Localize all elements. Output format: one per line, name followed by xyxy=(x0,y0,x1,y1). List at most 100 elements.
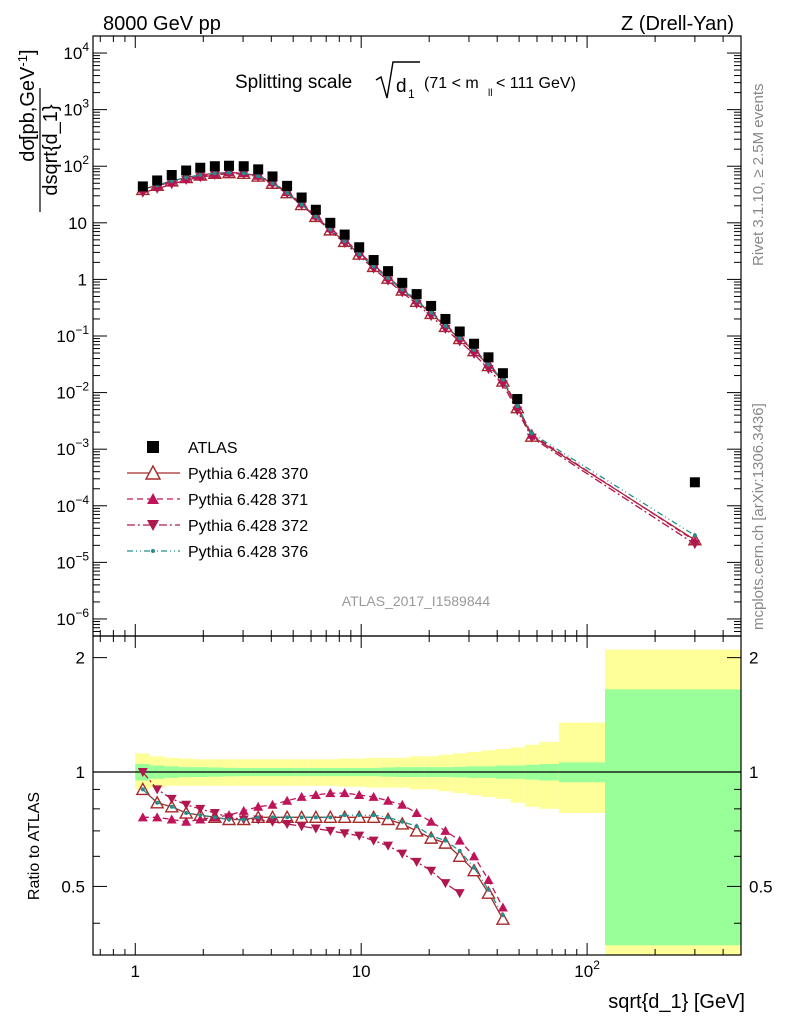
data-point xyxy=(152,175,163,186)
data-point xyxy=(483,874,494,884)
data-point xyxy=(256,815,261,820)
ratio-tick-label-right: 2 xyxy=(749,649,758,668)
legend-item: ATLAS xyxy=(147,440,238,457)
data-point xyxy=(368,791,379,801)
data-point xyxy=(152,785,163,795)
data-point xyxy=(195,804,206,814)
data-point xyxy=(209,161,220,172)
data-point xyxy=(368,836,379,846)
data-point xyxy=(692,533,697,538)
data-point xyxy=(469,350,480,360)
y-tick-label: 10−3 xyxy=(56,436,89,459)
data-point xyxy=(325,217,336,228)
y-tick-label: 10−2 xyxy=(56,380,89,403)
legend-label: Pythia 6.428 372 xyxy=(188,518,308,535)
data-point xyxy=(152,812,163,822)
data-point xyxy=(440,879,451,889)
data-point xyxy=(371,813,376,818)
data-point xyxy=(689,477,700,488)
data-point xyxy=(270,815,275,820)
data-point xyxy=(140,787,145,792)
data-point xyxy=(440,825,451,835)
data-point xyxy=(147,520,159,531)
data-point xyxy=(253,801,264,811)
data-point xyxy=(241,171,246,176)
data-point xyxy=(285,190,290,195)
data-point xyxy=(328,815,333,820)
data-point xyxy=(497,368,508,379)
y-tick-label: 103 xyxy=(63,97,89,120)
data-point xyxy=(454,835,465,845)
legend-item: Pythia 6.428 371 xyxy=(127,492,308,509)
data-point xyxy=(166,794,177,804)
data-point xyxy=(357,252,362,257)
data-point xyxy=(386,275,391,280)
data-point xyxy=(397,288,408,298)
data-point xyxy=(267,799,278,809)
data-point xyxy=(299,815,304,820)
data-point xyxy=(486,362,491,367)
data-point xyxy=(181,176,192,186)
data-point xyxy=(267,171,278,182)
data-point xyxy=(368,264,379,274)
data-point xyxy=(184,811,189,816)
data-point xyxy=(454,326,465,337)
data-point xyxy=(181,165,192,176)
data-point xyxy=(339,238,350,248)
data-point xyxy=(137,812,148,822)
title-range-sub: ll xyxy=(488,88,492,99)
data-point xyxy=(383,276,394,286)
data-point xyxy=(483,365,494,375)
data-point xyxy=(212,815,217,820)
data-point xyxy=(486,887,491,892)
ratio-tick-label: 1 xyxy=(76,763,85,782)
data-point xyxy=(400,287,405,292)
data-point xyxy=(296,791,307,801)
legend-item: Pythia 6.428 376 xyxy=(127,544,308,561)
y-tick-label: 1 xyxy=(78,270,87,289)
data-point xyxy=(227,817,232,822)
ratio-tick-label: 0.5 xyxy=(61,877,85,896)
data-point xyxy=(313,815,318,820)
legend-item: Pythia 6.428 370 xyxy=(127,464,308,483)
data-point xyxy=(400,819,405,824)
data-point xyxy=(426,866,437,876)
data-point xyxy=(495,911,511,925)
data-point xyxy=(411,857,422,867)
data-point xyxy=(166,814,177,824)
side-label-top: Rivet 3.1.10, ≥ 2.5M events xyxy=(750,84,767,267)
data-point xyxy=(325,788,336,798)
legend-label: Pythia 6.428 376 xyxy=(188,544,308,561)
data-point xyxy=(426,816,437,826)
legend-label: Pythia 6.428 370 xyxy=(188,466,308,483)
data-point xyxy=(440,313,451,324)
series-line xyxy=(142,171,696,541)
data-point xyxy=(429,833,434,838)
ratio-y-axis-label: Ratio to ATLAS xyxy=(26,792,43,900)
data-point xyxy=(354,790,365,800)
data-point xyxy=(270,181,275,186)
sqrt-sign-icon xyxy=(375,61,420,99)
data-point xyxy=(472,865,477,870)
data-point xyxy=(310,790,321,800)
data-point xyxy=(198,813,203,818)
title-range-a: (71 < m xyxy=(424,75,479,92)
data-point xyxy=(397,799,408,809)
y-tick-label: 10 xyxy=(68,214,87,233)
data-point xyxy=(383,266,394,277)
data-point xyxy=(472,347,477,352)
data-point xyxy=(397,849,408,859)
title-sqrt-sub: 1 xyxy=(408,87,415,101)
plot-title: Splitting scale d 1 (71 < m ll < 111 GeV… xyxy=(235,61,576,101)
data-point xyxy=(357,813,362,818)
data-point xyxy=(383,795,394,805)
data-point xyxy=(512,394,523,405)
data-point xyxy=(152,184,163,194)
data-point xyxy=(325,826,336,836)
data-point xyxy=(411,289,422,300)
data-point xyxy=(151,549,155,553)
data-point xyxy=(313,214,318,219)
data-point xyxy=(166,180,177,190)
ratio-line xyxy=(142,771,461,894)
analysis-id: ATLAS_2017_I1589844 xyxy=(342,593,491,609)
